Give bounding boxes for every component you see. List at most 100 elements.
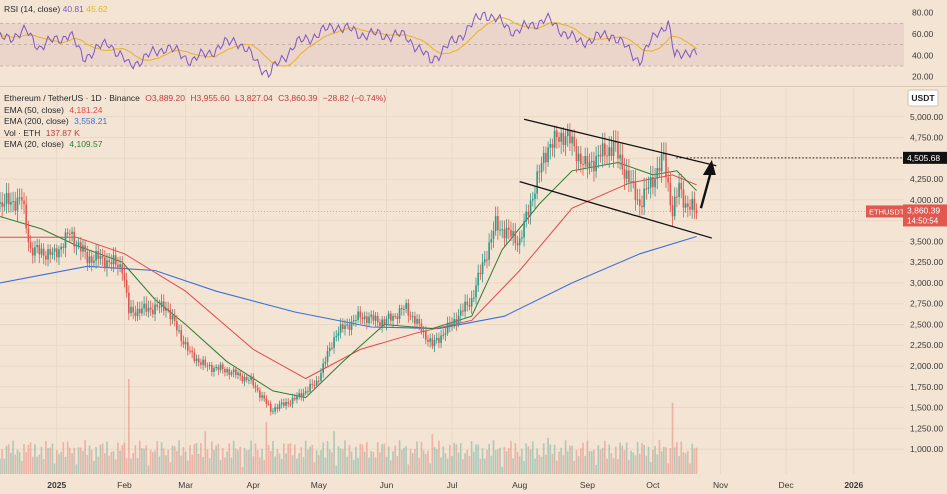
candle-body[interactable] <box>64 232 67 248</box>
candle-body[interactable] <box>678 182 680 197</box>
candle-body[interactable] <box>505 227 508 239</box>
candle-body[interactable] <box>204 359 207 366</box>
candle-body[interactable] <box>331 347 333 349</box>
candle-body[interactable] <box>420 323 423 333</box>
candle-body[interactable] <box>662 153 665 155</box>
candle-body[interactable] <box>516 243 519 246</box>
candle-body[interactable] <box>156 304 159 307</box>
channel-lower-line[interactable] <box>519 180 713 239</box>
candle-body[interactable] <box>566 130 569 137</box>
candle-body[interactable] <box>501 229 504 231</box>
candle-body[interactable] <box>38 245 41 255</box>
candle-body[interactable] <box>108 260 111 263</box>
candle-body[interactable] <box>433 340 436 347</box>
candle-body[interactable] <box>73 231 76 247</box>
candle-body[interactable] <box>534 193 536 199</box>
candle-body[interactable] <box>403 308 405 310</box>
candle-body[interactable] <box>536 171 538 194</box>
candle-body[interactable] <box>62 246 65 248</box>
candle-body[interactable] <box>667 177 670 183</box>
candle-body[interactable] <box>525 211 528 221</box>
candle-body[interactable] <box>521 237 523 239</box>
candle-body[interactable] <box>252 376 255 386</box>
candle-body[interactable] <box>442 334 445 336</box>
candle-body[interactable] <box>130 306 132 314</box>
candle-body[interactable] <box>239 372 242 377</box>
candle-body[interactable] <box>285 402 287 406</box>
candle-body[interactable] <box>186 342 189 351</box>
candle-body[interactable] <box>355 320 357 322</box>
candle-body[interactable] <box>317 380 320 382</box>
candles[interactable] <box>0 123 698 416</box>
time-axis[interactable]: 2025 Feb Mar Apr May Jun Jul Aug Sep Oct Nov Dec 202… <box>47 480 863 490</box>
candle-body[interactable] <box>307 391 309 393</box>
candle-body[interactable] <box>392 315 394 321</box>
candle-body[interactable] <box>123 273 126 281</box>
candle-body[interactable] <box>16 197 19 211</box>
candle-body[interactable] <box>555 130 558 138</box>
candle-body[interactable] <box>1 202 4 207</box>
candle-body[interactable] <box>226 369 228 373</box>
candle-body[interactable] <box>604 143 606 156</box>
candle-body[interactable] <box>424 330 427 340</box>
candle-body[interactable] <box>184 342 187 345</box>
candle-body[interactable] <box>93 260 95 263</box>
candle-body[interactable] <box>221 364 224 369</box>
candle-body[interactable] <box>590 160 593 163</box>
candle-body[interactable] <box>322 363 324 373</box>
drawings[interactable] <box>0 118 904 239</box>
candle-body[interactable] <box>416 318 418 324</box>
candle-body[interactable] <box>396 316 399 319</box>
candle-body[interactable] <box>34 247 36 256</box>
candle-body[interactable] <box>88 256 91 264</box>
candle-body[interactable] <box>518 238 521 246</box>
candle-body[interactable] <box>553 130 556 148</box>
candle-body[interactable] <box>99 256 102 259</box>
candle-body[interactable] <box>448 322 451 327</box>
candle-body[interactable] <box>486 259 488 261</box>
candle-body[interactable] <box>462 310 464 312</box>
candle-body[interactable] <box>36 245 38 248</box>
rsi-legend[interactable]: RSI (14, close) 40.81 45.62 <box>4 4 108 14</box>
candle-body[interactable] <box>477 272 480 286</box>
candle-body[interactable] <box>560 132 563 142</box>
candle-body[interactable] <box>206 365 209 367</box>
candle-body[interactable] <box>51 251 54 255</box>
candle-body[interactable] <box>283 402 285 406</box>
candle-body[interactable] <box>219 364 222 370</box>
candle-body[interactable] <box>66 232 69 234</box>
candle-body[interactable] <box>335 335 338 338</box>
candle-body[interactable] <box>12 201 14 203</box>
candle-body[interactable] <box>643 188 645 208</box>
candle-body[interactable] <box>601 143 604 157</box>
candle-body[interactable] <box>265 398 268 404</box>
candle-body[interactable] <box>232 369 235 373</box>
candle-body[interactable] <box>494 216 497 231</box>
candle-body[interactable] <box>328 347 331 352</box>
candle-body[interactable] <box>215 366 218 369</box>
candle-body[interactable] <box>224 368 226 373</box>
candle-body[interactable] <box>245 376 248 380</box>
candle-body[interactable] <box>27 228 30 243</box>
candle-body[interactable] <box>370 314 373 317</box>
candle-body[interactable] <box>53 248 56 252</box>
candle-body[interactable] <box>167 308 169 311</box>
candle-body[interactable] <box>562 132 565 145</box>
candle-body[interactable] <box>195 358 198 362</box>
candle-body[interactable] <box>31 248 34 256</box>
candle-body[interactable] <box>656 167 659 179</box>
candle-body[interactable] <box>459 310 462 316</box>
candle-body[interactable] <box>287 402 290 404</box>
candle-body[interactable] <box>665 153 667 178</box>
candle-body[interactable] <box>10 201 12 205</box>
candle-body[interactable] <box>549 144 552 148</box>
candle-body[interactable] <box>320 372 322 381</box>
candle-body[interactable] <box>488 242 490 260</box>
candle-body[interactable] <box>385 318 388 325</box>
candle-body[interactable] <box>499 229 501 231</box>
candle-body[interactable] <box>512 231 514 237</box>
candle-body[interactable] <box>691 198 694 210</box>
candle-body[interactable] <box>608 147 611 157</box>
candle-body[interactable] <box>293 397 296 400</box>
candle-body[interactable] <box>106 260 108 269</box>
